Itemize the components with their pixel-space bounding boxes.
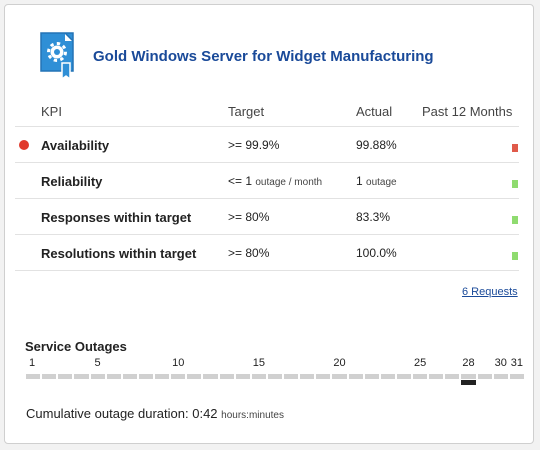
kpi-actual: 1 outage (356, 174, 397, 188)
kpi-target-unit: outage / month (255, 177, 323, 188)
trend-indicator (512, 144, 518, 152)
kpi-actual: 83.3% (356, 210, 391, 224)
cumulative-outage-duration: Cumulative outage duration: 0:42 hours:m… (26, 406, 284, 421)
day-segment (332, 374, 347, 379)
kpi-row-reliability: Reliability <= 1 outage / month 1 outage (15, 163, 519, 199)
day-label: 1 (28, 357, 36, 369)
day-segment (90, 374, 105, 379)
day-segment (493, 374, 508, 379)
day-segment (74, 374, 89, 379)
day-segment (106, 374, 121, 379)
outage-marker[interactable] (461, 380, 476, 385)
requests-link[interactable]: 6 Requests (462, 286, 518, 298)
kpi-row-availability: Availability >= 99.9% 99.88% (15, 127, 519, 163)
day-segment (138, 374, 154, 379)
status-dot-red (19, 140, 29, 150)
kpi-name: Reliability (41, 174, 103, 189)
day-segment (235, 374, 250, 379)
day-segment (26, 374, 41, 379)
kpi-target: >= 80% (228, 246, 270, 260)
day-axis-labels: 1 5 10 15 20 25 28 30 31 (25, 357, 525, 371)
kpi-name: Availability (41, 138, 110, 153)
kpi-row-responses: Responses within target >= 80% 83.3% (15, 199, 519, 235)
day-label: 30 (494, 357, 507, 369)
day-segment (396, 374, 412, 379)
day-segment (445, 374, 460, 379)
day-segment (316, 374, 331, 379)
day-label: 20 (333, 357, 346, 369)
day-label: 31 (510, 357, 524, 369)
kpi-target: >= 80% (228, 210, 270, 224)
column-header-past-12-months: Past 12 Months (422, 104, 513, 119)
day-segment (219, 374, 234, 379)
outage-timeline (25, 374, 525, 388)
day-label: 10 (172, 357, 185, 369)
kpi-name: Responses within target (41, 210, 192, 225)
day-label: 15 (252, 357, 265, 369)
day-segment (267, 374, 283, 379)
service-outages-title: Service Outages (25, 339, 127, 354)
day-segment (348, 374, 363, 379)
day-segment (429, 374, 444, 379)
day-label: 28 (462, 357, 475, 369)
kpi-table-header: KPI Target Actual Past 12 Months (15, 93, 519, 127)
kpi-actual-unit: outage (366, 177, 397, 188)
trend-indicator (512, 216, 518, 224)
day-segment (122, 374, 137, 379)
day-segment (42, 374, 57, 379)
column-header-target: Target (228, 104, 265, 119)
day-segment (477, 374, 492, 379)
kpi-name: Resolutions within target (41, 246, 197, 261)
kpi-target: >= 99.9% (228, 138, 280, 152)
kpi-target: <= 1 outage / month (228, 174, 323, 188)
day-segment (187, 374, 202, 379)
kpi-actual: 99.88% (356, 138, 397, 152)
trend-indicator (512, 180, 518, 188)
day-segment (413, 374, 428, 379)
day-label: 25 (414, 357, 427, 369)
day-segment (284, 374, 299, 379)
day-segment (58, 374, 73, 379)
cumulative-label: Cumulative outage duration: (26, 406, 189, 421)
kpi-actual: 100.0% (356, 246, 397, 260)
kpi-row-resolutions: Resolutions within target >= 80% 100.0% (15, 235, 519, 271)
day-segment (155, 374, 170, 379)
cumulative-unit: hours:minutes (221, 410, 284, 421)
day-label: 5 (94, 357, 101, 369)
day-segment (203, 374, 218, 379)
cumulative-value: 0:42 (192, 406, 218, 421)
service-kpi-card: Gold Windows Server for Widget Manufactu… (4, 4, 534, 444)
day-segment (300, 374, 315, 379)
certificate-gear-icon (40, 32, 74, 81)
column-header-actual: Actual (356, 104, 393, 119)
kpi-table: KPI Target Actual Past 12 Months Availab… (15, 93, 519, 271)
day-segment (364, 374, 379, 379)
column-header-kpi: KPI (41, 104, 62, 119)
day-segment (461, 374, 476, 379)
page-title: Gold Windows Server for Widget Manufactu… (93, 48, 434, 65)
day-segment (509, 374, 524, 379)
trend-indicator (512, 252, 518, 260)
day-segment (380, 374, 395, 379)
day-segment (171, 374, 186, 379)
day-segment (251, 374, 266, 379)
